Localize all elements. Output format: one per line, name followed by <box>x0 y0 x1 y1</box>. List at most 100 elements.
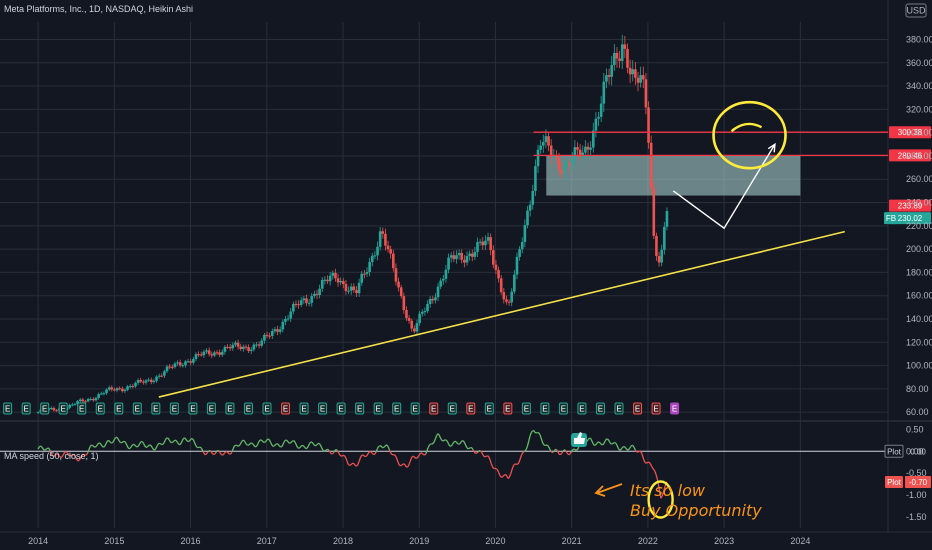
earnings-flag[interactable] <box>466 402 476 415</box>
earnings-flag[interactable] <box>132 402 142 415</box>
earnings-flag[interactable] <box>373 402 383 415</box>
candle-body <box>184 361 187 366</box>
earnings-flag[interactable] <box>521 402 531 415</box>
earnings-flag[interactable] <box>95 402 105 415</box>
ma-speed-segment <box>293 440 296 443</box>
candle-body <box>168 366 171 368</box>
candle-body <box>49 407 53 409</box>
earnings-flag[interactable] <box>540 402 550 415</box>
candle-body <box>155 376 158 381</box>
earnings-flag[interactable] <box>558 402 568 415</box>
earnings-flag[interactable] <box>429 402 439 415</box>
earnings-flag[interactable] <box>281 402 291 415</box>
earnings-flag[interactable] <box>206 402 216 415</box>
earnings-flag[interactable] <box>484 402 494 415</box>
ma-speed-segment <box>357 460 360 465</box>
candle-body <box>273 329 277 332</box>
earnings-flag[interactable] <box>318 402 328 415</box>
candle-body <box>268 335 271 337</box>
ma-speed-segment <box>86 452 89 456</box>
ma-speed-segment <box>255 444 258 448</box>
candle-body <box>460 253 464 260</box>
earnings-flag[interactable] <box>3 402 13 415</box>
ma-speed-segment <box>318 443 321 446</box>
ma-speed-segment <box>121 441 124 444</box>
earnings-flag[interactable] <box>77 402 87 415</box>
ma-speed-segment <box>315 444 318 447</box>
ma-speed-segment <box>60 456 63 459</box>
ma-speed-segment <box>236 444 239 447</box>
earnings-flag[interactable] <box>595 402 605 415</box>
ma-speed-segment <box>491 466 495 469</box>
currency-badge[interactable]: USD <box>905 3 927 18</box>
ma-speed-segment <box>275 443 278 446</box>
ma-speed-segment <box>298 447 301 449</box>
y-tick-label: 280.00 <box>906 151 932 161</box>
earnings-flag[interactable] <box>21 402 31 415</box>
ma-speed-segment <box>221 453 224 456</box>
resistance-price-label: 280.46 <box>898 151 923 160</box>
ma-speed-segment <box>490 463 494 468</box>
candle-body <box>568 162 571 166</box>
earnings-flag[interactable] <box>225 402 235 415</box>
earnings-flag[interactable] <box>614 402 624 415</box>
candle-body <box>99 393 103 395</box>
ma-speed-segment <box>116 436 119 440</box>
candle-body <box>573 147 577 159</box>
candle-body <box>368 261 371 273</box>
ma-speed-segment <box>540 437 543 442</box>
ma-speed-segment <box>42 448 45 451</box>
earnings-flag[interactable] <box>188 402 198 415</box>
earnings-flag[interactable] <box>670 402 680 415</box>
ma-speed-segment <box>222 452 226 455</box>
earnings-flag-label: E <box>413 405 418 414</box>
ma-speed-segment <box>608 440 611 443</box>
ma-speed-segment <box>270 442 273 446</box>
earnings-flag[interactable] <box>633 402 643 415</box>
ma-speed-segment <box>101 445 104 448</box>
ma-speed-segment <box>345 457 348 462</box>
ma-speed-segment <box>195 444 198 448</box>
x-tick-label: 2021 <box>562 536 582 546</box>
ma-speed-segment <box>532 429 534 432</box>
candle-body <box>439 280 442 287</box>
candle-body <box>428 298 432 304</box>
ma-speed-segment <box>118 440 122 444</box>
earnings-flag[interactable] <box>58 402 68 415</box>
earnings-flag[interactable] <box>651 402 661 415</box>
earnings-flag[interactable] <box>336 402 346 415</box>
ma-speed-segment <box>368 450 371 453</box>
earnings-flag-label: E <box>635 405 640 414</box>
ma-speed-segment <box>590 438 593 442</box>
ma-speed-segment <box>112 439 116 443</box>
earnings-flag[interactable] <box>577 402 587 415</box>
target-highlight-swirl <box>730 122 763 133</box>
earnings-flag[interactable] <box>447 402 457 415</box>
ma-speed-segment <box>642 456 645 461</box>
earnings-flag[interactable] <box>169 402 179 415</box>
earnings-flag-label: E <box>264 405 269 414</box>
candle-body <box>71 404 74 406</box>
earnings-flag[interactable] <box>410 402 420 415</box>
earnings-flag[interactable] <box>392 402 402 415</box>
earnings-flag[interactable] <box>262 402 272 415</box>
earnings-flag[interactable] <box>503 402 513 415</box>
earnings-flag[interactable] <box>40 402 50 415</box>
ma-speed-segment <box>410 456 414 459</box>
ma-speed-segment <box>163 439 166 443</box>
earnings-flag[interactable] <box>355 402 365 415</box>
candle-body <box>555 156 558 158</box>
earnings-flag[interactable] <box>299 402 309 415</box>
earnings-flag[interactable] <box>243 402 253 415</box>
earnings-flag[interactable] <box>151 402 161 415</box>
ma-speed-segment <box>141 441 145 444</box>
candle-body <box>426 303 429 312</box>
candle-body <box>615 52 619 59</box>
earnings-flag-label: E <box>450 405 455 414</box>
ma-speed-segment <box>147 444 150 447</box>
earnings-flag[interactable] <box>114 402 124 415</box>
candle-body <box>544 136 548 143</box>
ma-speed-segment <box>183 437 185 439</box>
candle-body <box>457 253 461 256</box>
